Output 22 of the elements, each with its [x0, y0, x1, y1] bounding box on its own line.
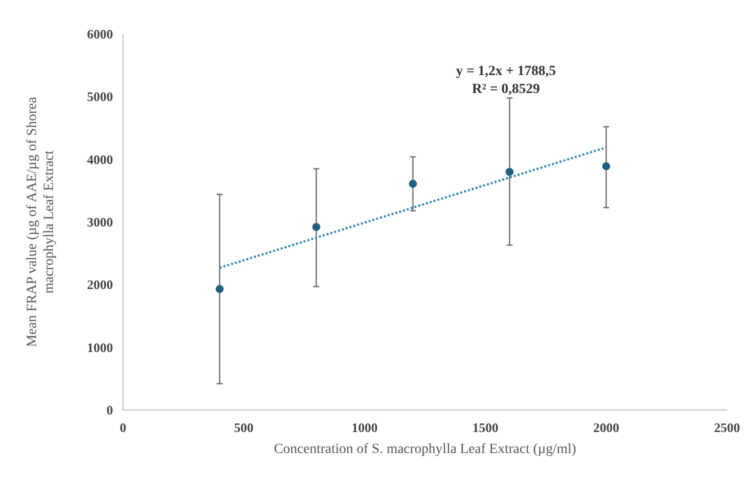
point	[216, 285, 224, 294]
x-tick-label: 1000	[352, 420, 378, 435]
point	[312, 223, 320, 232]
y-tick-label: 2000	[87, 277, 113, 292]
y-tick-label: 5000	[87, 89, 113, 104]
point	[408, 180, 417, 188]
y-axis-title: Mean FRAP value (µg of AAE/µg of Shorea macrophylla Leaf Extract	[25, 96, 57, 348]
y-tick-label: 0	[106, 402, 113, 418]
x-tick-label: 2000	[593, 420, 620, 435]
y-tick-label: 6000	[87, 26, 113, 42]
y-tick-label: 4000	[87, 152, 113, 167]
x-tick-label: 2500	[714, 420, 740, 435]
y-tick-label: 3000	[87, 214, 113, 230]
point	[602, 162, 610, 170]
y-tick-label: 1000	[87, 340, 113, 355]
point	[506, 168, 514, 176]
x-tick-label: 0	[120, 420, 126, 435]
annotation: R² = 0,8529	[472, 82, 540, 97]
x-tick-label: 500	[234, 420, 254, 435]
x-axis-title: Concentration of S. macrophylla Leaf Extract (µg/ml)	[274, 442, 577, 457]
x-tick-label: 1500	[472, 420, 498, 435]
annotation: y = 1,2x + 1788,5	[456, 64, 556, 79]
